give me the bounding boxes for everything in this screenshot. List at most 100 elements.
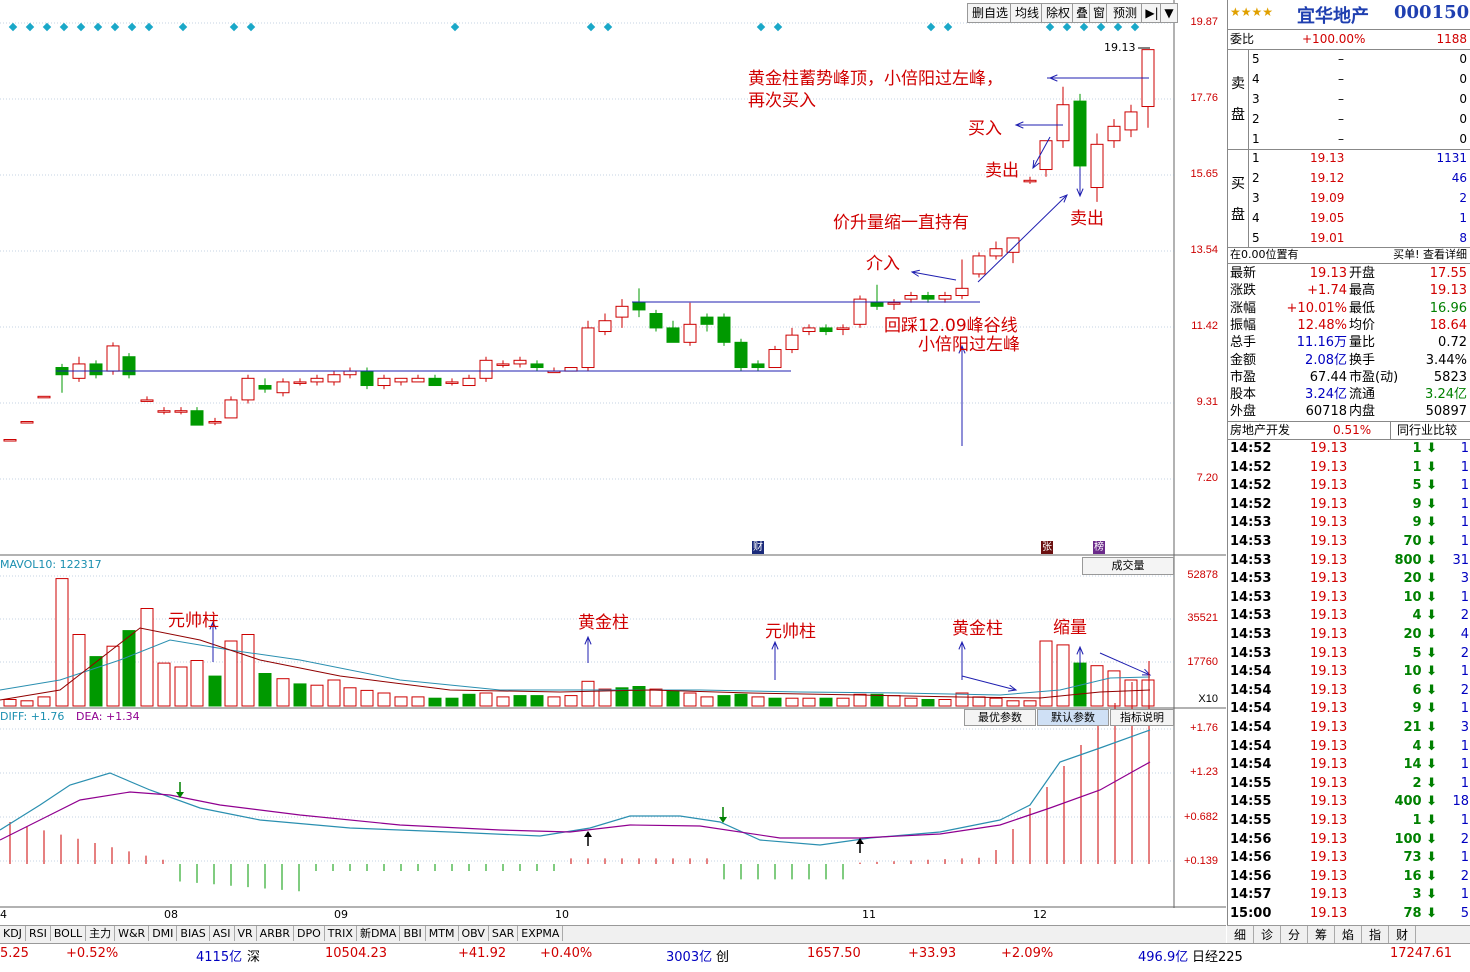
candle [955,287,969,297]
volume-bar [462,693,476,707]
indicator-tab[interactable]: KDJ [0,926,26,941]
tick-time: 14:54 [1230,664,1272,680]
indicator-tab[interactable]: EXPMA [518,926,564,941]
candle [768,349,782,369]
status-index-change: +0.52% [66,946,119,961]
sector-name[interactable]: 房地产开发 [1230,423,1291,437]
volume-bar [989,697,1003,707]
indicator-tabs: KDJ RSI BOLL 主力 W&R DMI BIAS ASI VR ARBR DPO TRIX 新D… [0,925,1226,943]
tick-row: 14:52 19.13 1 ⬇ 1 [1228,459,1470,477]
tick-volume: 1 ⬇ [1412,813,1437,828]
indicator-tab[interactable]: W&R [115,926,150,941]
stock-code: 000150 [1394,2,1470,23]
arrow-icon-head [1014,121,1024,129]
default-params-button[interactable]: 默认参数 [1037,709,1109,726]
candle [853,298,867,325]
toolbar-ma-button[interactable]: 均线 [1010,3,1044,23]
detail-tab[interactable]: 细 [1227,926,1254,944]
volume-bar [1023,700,1037,707]
candle [411,377,425,383]
detail-tab[interactable]: 诊 [1254,926,1281,944]
macd-diff-label: DIFF: +1.76 [0,710,65,723]
tick-row: 14:55 19.13 2 ⬇ 1 [1228,775,1470,793]
tick-row: 14:54 19.13 21 ⬇ 3 [1228,719,1470,737]
toolbar-forecast-button[interactable]: 预测 [1106,3,1144,23]
volume-bar [1090,665,1104,707]
indicator-tab[interactable]: ASI [209,926,235,941]
indicator-tab[interactable]: VR [234,926,257,941]
tick-price: 19.13 [1310,534,1348,549]
sell-order-row: 4 – 0 [1228,70,1470,89]
quote-label: 最新 [1230,266,1257,281]
indicator-tab[interactable]: 主力 [86,926,116,941]
toolbar-remove-favorite-button[interactable]: 删自选 [967,3,1013,23]
arrow-icon-head [1048,74,1058,82]
tick-time: 14:54 [1230,757,1272,773]
candle [3,439,17,442]
tick-time: 14:53 [1230,608,1272,624]
indicator-tab[interactable]: SAR [488,926,519,941]
event-badge-limit[interactable]: 张 [1041,541,1053,554]
x-axis-label: 08 [164,908,178,921]
indicator-tab[interactable]: BBI [400,926,426,941]
position-note-link[interactable]: 买单! 查看详细 [1393,248,1467,261]
quote-value: 18.64 [1429,317,1467,333]
indicator-tab[interactable]: TRIX [324,926,357,941]
tick-row: 14:53 19.13 20 ⬇ 4 [1228,626,1470,644]
arrow-icon [977,194,1068,283]
candle [921,295,935,300]
chart-area[interactable]: 删自选 均线 除权 叠 窗 预测 ▶| ▼ 19.87 17.76 15.65 … [0,0,1226,925]
volume-type-dropdown[interactable]: 成交量 [1082,557,1174,575]
best-params-button[interactable]: 最优参数 [964,709,1036,726]
price-axis-label: 17.76 [1190,92,1218,104]
status-nikkei-value: 17247.61 [1390,946,1453,961]
indicator-tab[interactable]: MTM [425,926,459,941]
tick-price: 19.13 [1310,813,1348,828]
volume-bar [700,696,714,707]
tick-time: 14:53 [1230,552,1272,568]
kline-chart[interactable] [0,0,1226,925]
toolbar-dropdown-icon[interactable]: ▼ [1160,3,1178,23]
order-level: 1 [1252,151,1260,165]
indicator-help-button[interactable]: 指标说明 [1110,709,1174,726]
detail-tab[interactable]: 分 [1281,926,1308,944]
max-price-label: 19.13 [1104,41,1136,54]
tick-volume: 9 ⬇ [1412,496,1437,512]
toolbar-overlay-button[interactable]: 叠 [1072,3,1092,23]
detail-tabs: 细诊分筹焰指财 [1227,925,1470,944]
annotation-volume-marshal: 元帅柱 [168,611,219,631]
arrow-icon-head [1032,159,1040,170]
tick-time: 14:53 [1230,627,1272,642]
volume-bar [717,695,731,707]
candle [37,395,51,399]
indicator-tab[interactable]: BOLL [50,926,87,941]
quote-label: 流通 [1349,387,1376,403]
detail-tab[interactable]: 焰 [1335,926,1362,944]
tick-price: 19.13 [1310,552,1348,568]
indicator-tab[interactable]: DMI [149,926,178,941]
indicator-tab[interactable]: DPO [294,926,325,941]
detail-tab[interactable]: 筹 [1308,926,1335,944]
arrow-icon-head [958,344,966,354]
annotation-volume-shrink: 缩量 [1053,618,1087,638]
detail-tab[interactable]: 指 [1362,926,1389,944]
indicator-tab[interactable]: BIAS [177,926,210,941]
event-diamond-icon [59,22,69,32]
volume-bar [428,697,442,707]
toolbar-exright-button[interactable]: 除权 [1041,3,1075,23]
tick-price: 19.13 [1310,459,1348,475]
tick-price: 19.13 [1310,775,1348,791]
sector-compare-button[interactable]: 同行业比较 [1390,421,1457,439]
event-badge-finance[interactable]: 财 [752,541,764,554]
indicator-tab[interactable]: OBV [458,926,489,941]
detail-tab[interactable]: 财 [1389,926,1416,944]
indicator-tab[interactable]: RSI [25,926,51,941]
event-badge-list[interactable]: 榜 [1093,541,1105,554]
quote-row: 外盘 60718 内盘 50897 [1228,403,1470,420]
quote-label: 总手 [1230,335,1257,351]
volume-bar [955,692,969,707]
volume-bar [55,578,69,707]
indicator-tab[interactable]: 新DMA [356,926,401,941]
volume-bar [496,696,510,707]
indicator-tab[interactable]: ARBR [256,926,295,941]
